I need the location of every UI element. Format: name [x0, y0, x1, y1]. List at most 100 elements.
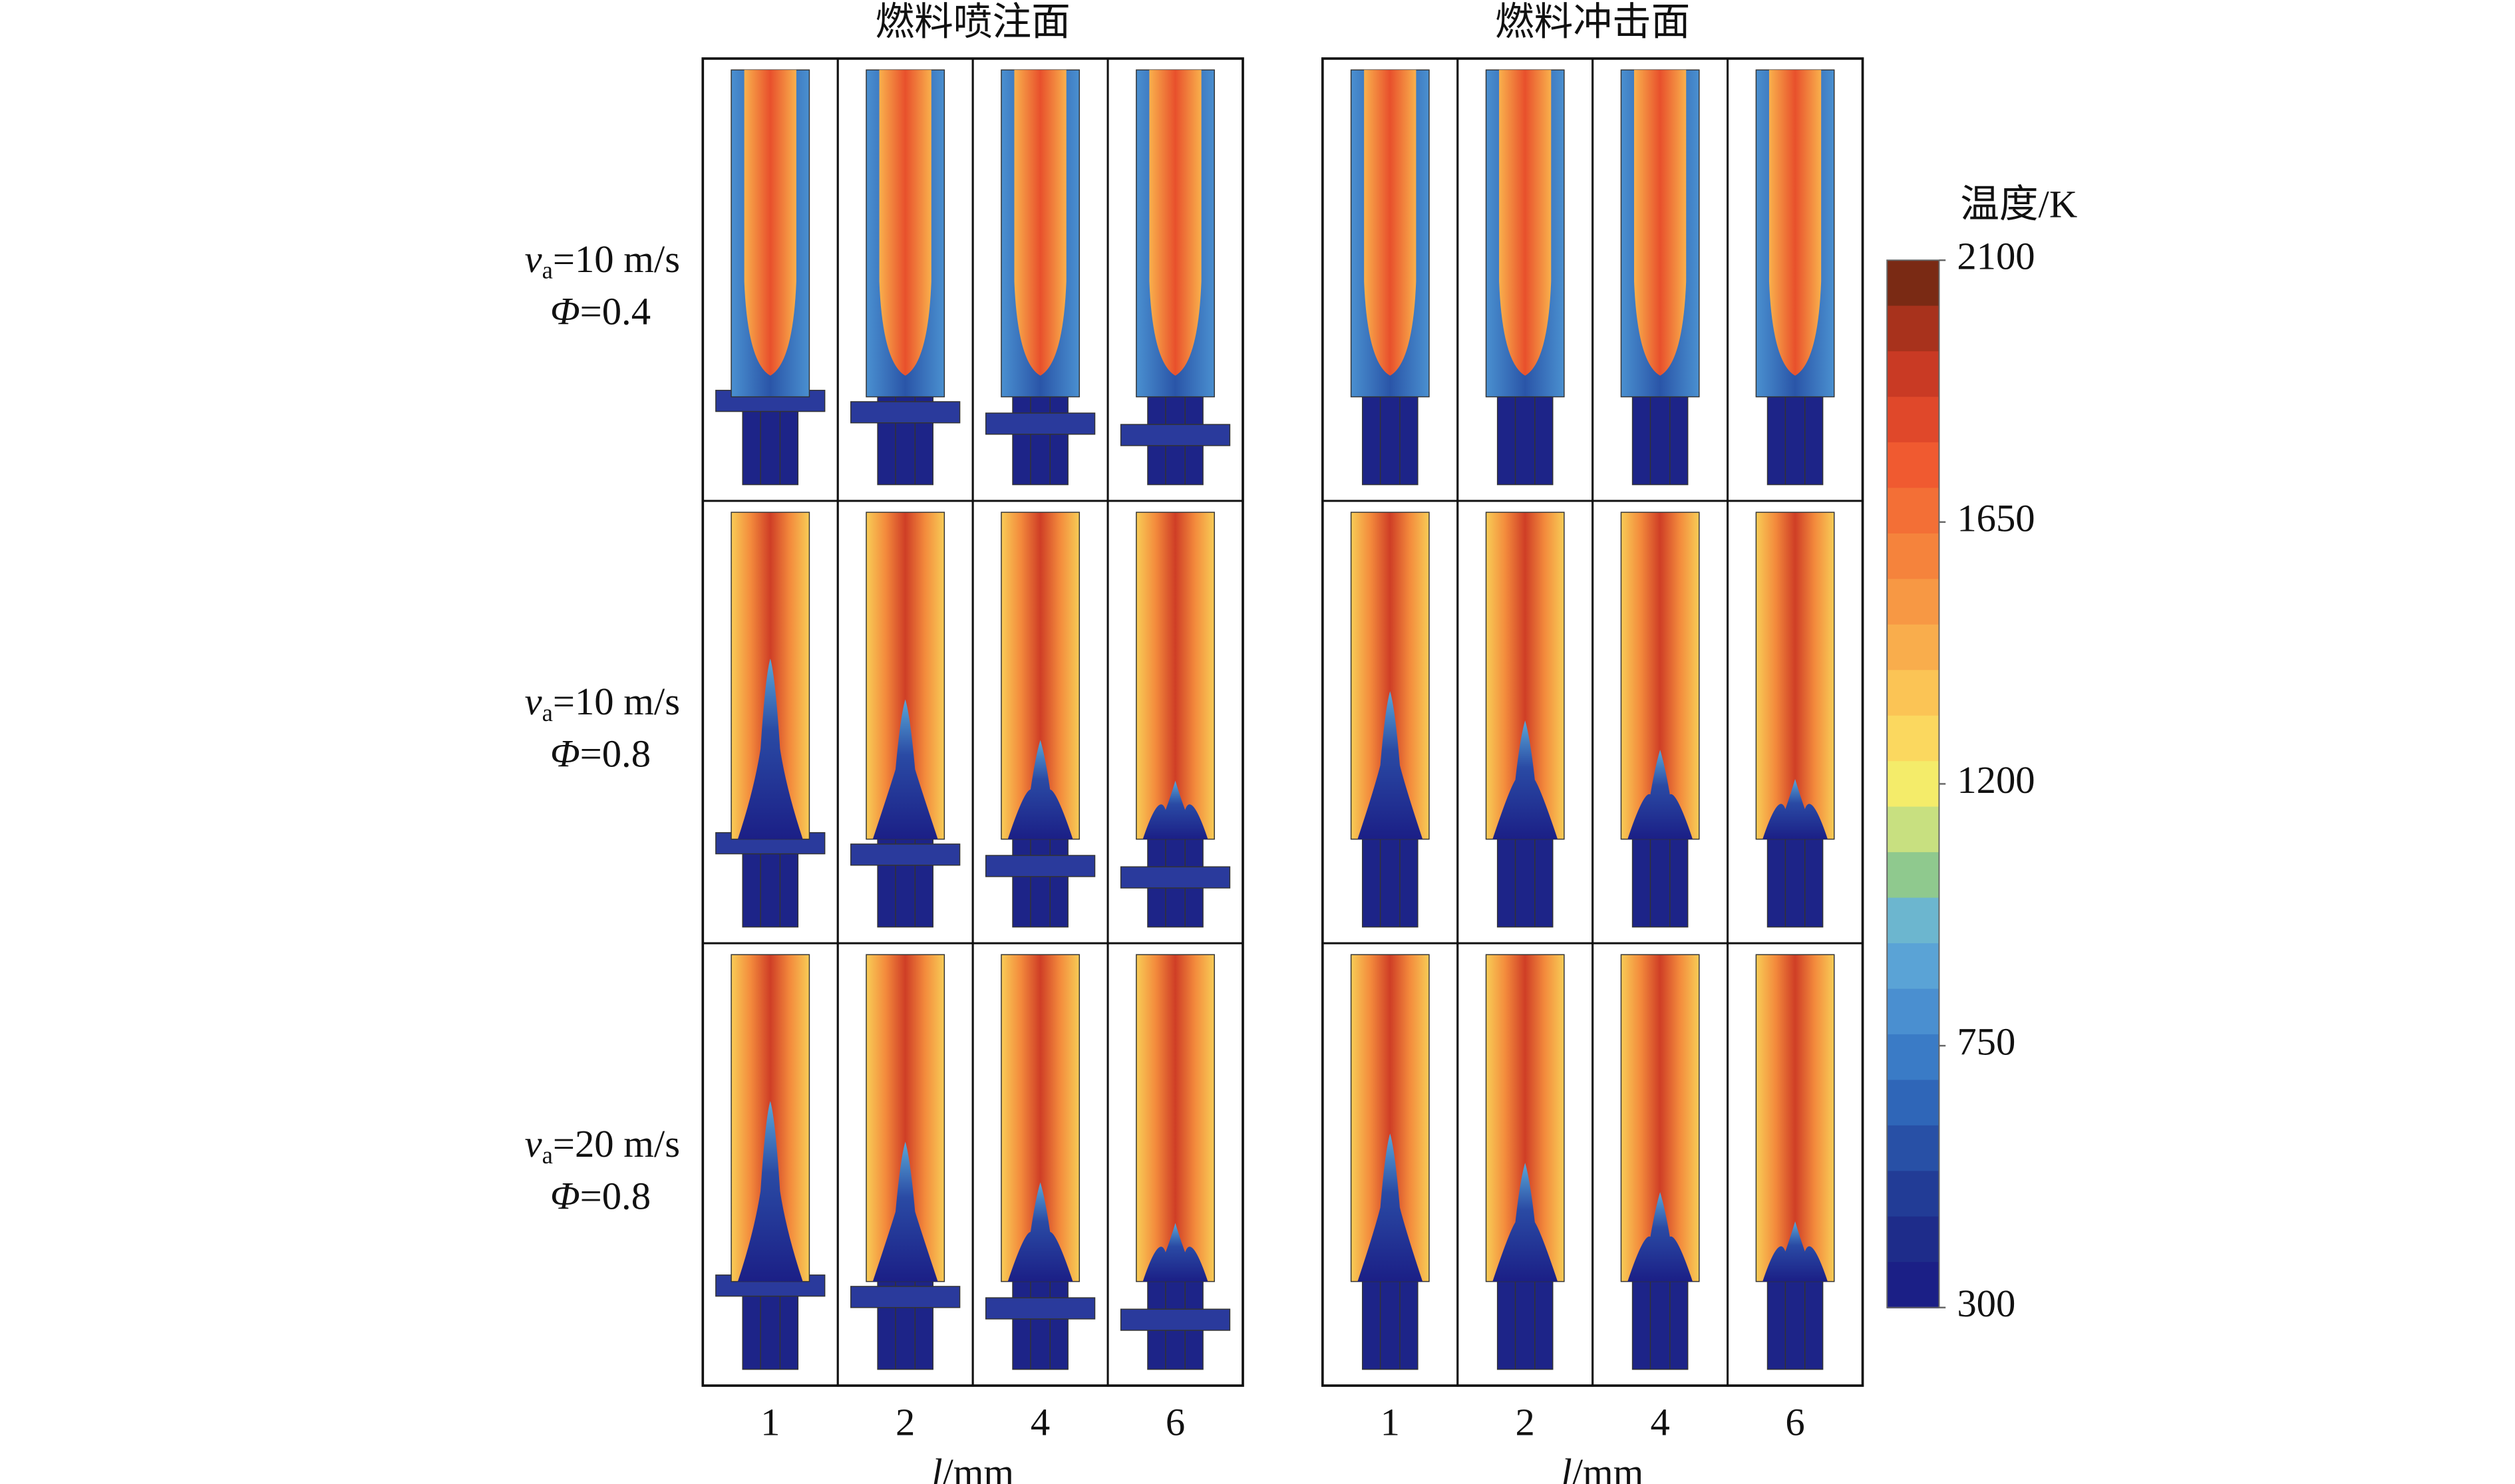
colorbar-band — [1887, 943, 1939, 990]
fuel-jet — [1357, 691, 1423, 839]
contour-cell — [1727, 57, 1864, 502]
flame-core — [744, 70, 796, 376]
ratio-value: =0.8 — [580, 732, 651, 776]
injector — [1631, 390, 1689, 486]
flame-core — [879, 70, 931, 376]
column-label: 2 — [896, 1401, 915, 1444]
colorbar-band — [1887, 260, 1939, 307]
colorbar-band — [1887, 396, 1939, 444]
flange — [850, 843, 961, 866]
injector — [1361, 832, 1419, 928]
flame-core — [1768, 70, 1822, 376]
column-label: 1 — [760, 1401, 780, 1444]
colorbar-band — [1887, 897, 1939, 945]
colorbar-band — [1887, 579, 1939, 626]
fuel-jet — [1627, 750, 1693, 839]
row-label-speed: va=20 m/s — [525, 1123, 680, 1169]
contour-cell — [836, 500, 974, 945]
fuel-jet — [1492, 1163, 1558, 1282]
flange — [985, 412, 1096, 435]
x-label-var: l — [1561, 1451, 1572, 1484]
injector — [1361, 390, 1419, 486]
contour-cell — [971, 57, 1109, 502]
injector — [1361, 1274, 1419, 1370]
velocity-value: =10 m/s — [553, 238, 680, 281]
flange — [850, 1286, 961, 1308]
fuel-jet — [872, 699, 938, 839]
velocity-symbol: v — [525, 680, 543, 724]
contour-cell — [836, 942, 974, 1387]
flame-core — [1499, 70, 1552, 376]
colorbar-band — [1887, 670, 1939, 716]
colorbar-band — [1887, 1262, 1939, 1308]
contour-cell — [1321, 57, 1459, 502]
row-label-speed: va=10 m/s — [525, 238, 680, 285]
contour-cell — [836, 57, 974, 502]
fuel-jet — [1142, 780, 1208, 839]
colorbar-band — [1887, 806, 1939, 853]
fuel-jet — [1007, 740, 1073, 839]
column-label: 1 — [1381, 1401, 1400, 1444]
contour-cell — [1321, 942, 1459, 1387]
flame-core — [1634, 70, 1687, 376]
colorbar-band — [1887, 305, 1939, 353]
row-label-ratio: Φ=0.8 — [550, 732, 651, 776]
flange — [1120, 424, 1231, 446]
fuel-jet — [737, 659, 803, 839]
flame-core — [1364, 70, 1417, 376]
velocity-symbol: v — [525, 1123, 543, 1166]
x-axis-label: l/mm — [931, 1451, 1014, 1484]
row-label-ratio: Φ=0.4 — [550, 290, 651, 333]
colorbar-band — [1887, 624, 1939, 671]
x-label-unit: /mm — [1572, 1451, 1644, 1484]
fuel-jet — [1762, 1221, 1828, 1282]
contour-cell — [1321, 500, 1459, 945]
colorbar-band — [1887, 533, 1939, 580]
fuel-jet — [1492, 720, 1558, 839]
flame-core — [1014, 70, 1067, 376]
injector — [1766, 1274, 1824, 1370]
contour-cell — [1727, 942, 1864, 1387]
injector — [1496, 832, 1554, 928]
flange — [985, 1297, 1096, 1320]
contour-cell — [701, 942, 839, 1387]
column-label: 4 — [1650, 1401, 1669, 1444]
x-label-var: l — [931, 1451, 942, 1484]
velocity-value: =20 m/s — [553, 1123, 680, 1166]
cell-border — [1106, 942, 1244, 1387]
colorbar-tick-label: 2100 — [1957, 235, 2035, 278]
injector — [1631, 1274, 1689, 1370]
injector — [1012, 1274, 1069, 1370]
ratio-value: =0.8 — [580, 1175, 651, 1218]
contour-grid — [701, 57, 1864, 1387]
contour-cell — [1106, 57, 1244, 502]
colorbar-band — [1887, 715, 1939, 762]
row-label-ratio: Φ=0.8 — [550, 1175, 651, 1218]
injector — [1766, 832, 1824, 928]
fuel-jet — [1627, 1192, 1693, 1282]
injector — [1012, 832, 1069, 928]
colorbar-band — [1887, 1125, 1939, 1172]
colorbar-band — [1887, 1034, 1939, 1081]
velocity-value: =10 m/s — [553, 680, 680, 724]
ratio-symbol: Φ — [550, 290, 580, 333]
colorbar-band — [1887, 351, 1939, 398]
cell-border — [1727, 942, 1864, 1387]
flange — [1120, 866, 1231, 889]
colorbar-band — [1887, 852, 1939, 899]
colorbar-band — [1887, 442, 1939, 489]
fuel-jet — [737, 1101, 803, 1282]
contour-cell — [1727, 500, 1864, 945]
column-label: 4 — [1031, 1401, 1050, 1444]
fuel-jet — [1007, 1182, 1073, 1282]
flange — [850, 401, 961, 424]
row-label-speed: va=10 m/s — [525, 680, 680, 727]
velocity-subscript: a — [542, 699, 553, 726]
contour-cell — [1106, 942, 1244, 1387]
velocity-subscript: a — [542, 257, 553, 284]
ratio-symbol: Φ — [550, 732, 580, 776]
colorbar-band — [1887, 761, 1939, 808]
velocity-symbol: v — [525, 238, 543, 281]
injector — [1012, 390, 1069, 486]
